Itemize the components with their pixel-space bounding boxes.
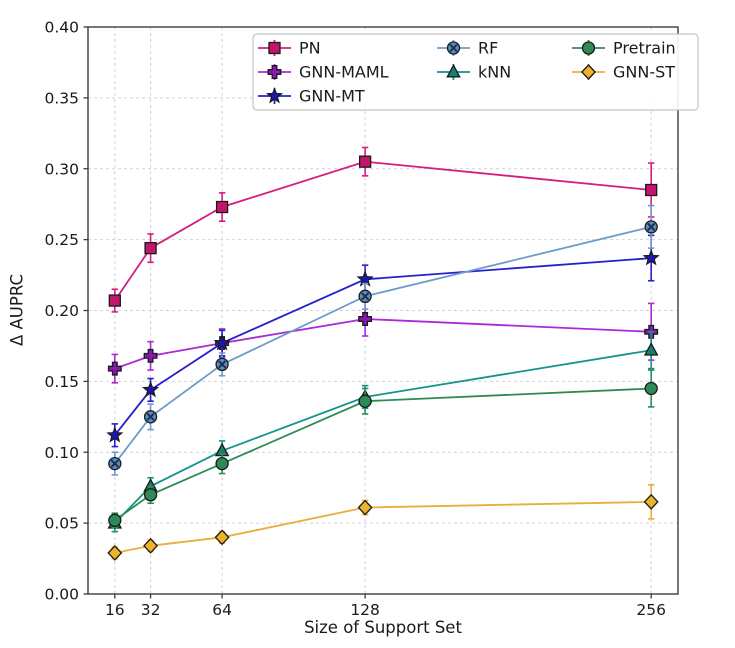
data-point-marker [449,43,458,53]
data-point-marker [143,488,158,502]
series-line [114,501,652,554]
legend: PN GNN-MAML GNN-MT RF kNN Pretrain GNN-ST [252,33,699,111]
series-line [114,257,652,436]
data-point-marker [361,292,370,301]
x-tick-label: 32 [141,601,161,619]
data-point-marker [358,312,373,326]
data-point-marker [217,360,227,369]
legend-label: GNN-MAML [299,63,389,82]
legend-label: Pretrain [613,39,676,58]
data-point-marker [358,394,372,408]
data-point-marker [141,380,160,398]
legend-entry-GNN-MAML: GNN-MAML [258,63,389,82]
legend-label: GNN-ST [613,63,675,82]
legend-entry-RF: RF [437,39,498,58]
data-point-marker [108,294,121,307]
legend-entry-Pretrain: Pretrain [572,39,676,58]
series-line [114,160,652,302]
legend-label: RF [478,39,498,58]
y-tick-label: 0.10 [44,444,79,462]
data-point-marker [144,241,157,255]
legend-label: PN [299,39,321,58]
series-PN [108,146,658,313]
data-point-marker [143,348,158,363]
y-tick-label: 0.30 [44,160,79,178]
legend-label: kNN [478,63,511,82]
data-point-marker [268,41,281,55]
y-tick-label: 0.35 [44,89,79,107]
y-tick-label: 0.20 [44,302,79,320]
data-point-marker [214,529,230,546]
series-Pretrain [108,369,658,529]
x-tick-label: 256 [636,601,666,619]
data-point-marker [267,65,282,79]
data-point-marker [356,270,374,287]
data-point-marker [644,381,658,396]
y-axis-label: Δ AUPRC [7,273,27,347]
series-kNN [107,330,659,533]
data-point-marker [581,41,596,55]
series-line [114,349,652,524]
x-tick-label: 64 [212,601,232,619]
series-GNN-ST [107,484,659,561]
data-point-marker [643,342,659,356]
x-tick-label: 128 [350,601,380,619]
y-tick-label: 0.40 [44,19,79,37]
data-point-marker [643,493,659,510]
series-line [114,226,652,465]
series-GNN-MT [106,234,660,448]
data-point-marker [358,155,372,168]
data-point-marker [642,249,660,266]
data-point-marker [645,183,658,197]
data-point-marker [108,513,122,527]
data-point-marker [110,459,119,468]
legend-entry-PN: PN [258,39,321,58]
data-point-marker [446,63,461,78]
legend-entry-GNN-MT: GNN-MT [258,87,365,106]
y-tick-label: 0.00 [44,586,79,604]
y-tick-label: 0.15 [44,373,79,391]
series-GNN-MAML [107,301,659,384]
data-point-marker [647,222,656,231]
data-point-marker [265,86,284,104]
data-point-marker [215,456,229,471]
series-line [114,387,652,522]
data-point-marker [581,64,596,80]
legend-entry-kNN: kNN [437,63,511,82]
data-point-marker [107,544,123,561]
y-tick-label: 0.05 [44,515,79,533]
data-point-marker [357,499,373,516]
x-axis-label: Size of Support Set [304,618,462,637]
legend-label: GNN-MT [299,87,365,106]
data-point-marker [213,334,231,351]
x-tick-label: 16 [105,601,125,619]
data-point-marker [143,537,159,554]
series-RF [108,204,658,476]
data-point-marker [146,412,155,421]
data-point-marker [106,426,124,443]
data-point-marker [215,200,229,214]
data-point-marker [107,361,122,376]
y-tick-label: 0.25 [44,231,79,249]
legend-entry-GNN-ST: GNN-ST [572,63,675,82]
